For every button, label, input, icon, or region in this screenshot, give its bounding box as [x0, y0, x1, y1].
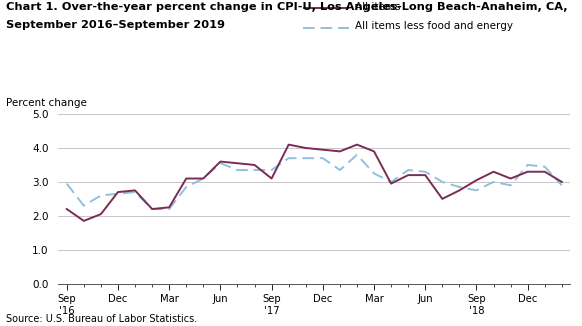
All items	[251, 163, 258, 167]
All items less food and energy	[200, 177, 207, 181]
All items less food and energy	[507, 183, 514, 187]
All items less food and energy	[524, 163, 531, 167]
All items	[439, 197, 446, 201]
All items less food and energy	[97, 194, 104, 198]
All items less food and energy	[268, 168, 275, 172]
All items less food and energy	[336, 168, 343, 172]
All items less food and energy	[473, 188, 480, 192]
All items less food and energy	[422, 170, 429, 174]
All items less food and energy	[80, 204, 87, 208]
Text: All items: All items	[355, 2, 400, 11]
All items	[558, 180, 565, 184]
All items less food and energy	[388, 180, 395, 184]
All items	[200, 177, 207, 181]
All items less food and energy	[63, 182, 70, 185]
All items	[302, 146, 309, 150]
All items	[456, 188, 463, 192]
All items less food and energy	[217, 161, 224, 165]
All items	[490, 170, 497, 174]
All items	[422, 173, 429, 177]
All items	[285, 143, 292, 147]
All items less food and energy	[456, 185, 463, 189]
Line: All items: All items	[67, 145, 562, 221]
All items	[63, 207, 70, 211]
All items less food and energy	[541, 165, 548, 169]
Text: Chart 1. Over-the-year percent change in CPI-U, Los Angeles-Long Beach-Anaheim, : Chart 1. Over-the-year percent change in…	[6, 2, 567, 12]
Text: Source: U.S. Bureau of Labor Statistics.: Source: U.S. Bureau of Labor Statistics.	[6, 314, 197, 324]
Text: Percent change: Percent change	[6, 97, 87, 108]
All items	[183, 177, 190, 181]
All items	[371, 149, 378, 153]
All items	[268, 177, 275, 181]
All items	[404, 173, 411, 177]
Text: September 2016–September 2019: September 2016–September 2019	[6, 20, 225, 30]
All items	[115, 190, 122, 194]
All items less food and energy	[558, 183, 565, 187]
All items less food and energy	[115, 192, 122, 196]
All items less food and energy	[166, 207, 173, 211]
All items	[524, 170, 531, 174]
All items	[148, 207, 155, 211]
All items less food and energy	[148, 207, 155, 211]
All items less food and energy	[132, 190, 139, 194]
All items less food and energy	[353, 153, 360, 157]
All items	[234, 161, 241, 165]
All items less food and energy	[490, 180, 497, 184]
All items less food and energy	[320, 156, 327, 160]
All items	[80, 219, 87, 223]
All items	[217, 160, 224, 164]
All items	[97, 212, 104, 216]
All items	[388, 182, 395, 185]
All items	[336, 149, 343, 153]
All items less food and energy	[439, 180, 446, 184]
All items	[320, 148, 327, 152]
All items less food and energy	[234, 168, 241, 172]
All items less food and energy	[285, 156, 292, 160]
Text: All items less food and energy: All items less food and energy	[355, 21, 513, 31]
All items	[541, 170, 548, 174]
All items	[166, 205, 173, 209]
All items less food and energy	[302, 156, 309, 160]
All items	[353, 143, 360, 147]
All items less food and energy	[371, 171, 378, 175]
All items less food and energy	[251, 168, 258, 172]
All items	[473, 178, 480, 182]
All items less food and energy	[183, 185, 190, 189]
All items less food and energy	[404, 168, 411, 172]
All items	[507, 177, 514, 181]
All items	[132, 188, 139, 192]
Line: All items less food and energy: All items less food and energy	[67, 155, 562, 209]
